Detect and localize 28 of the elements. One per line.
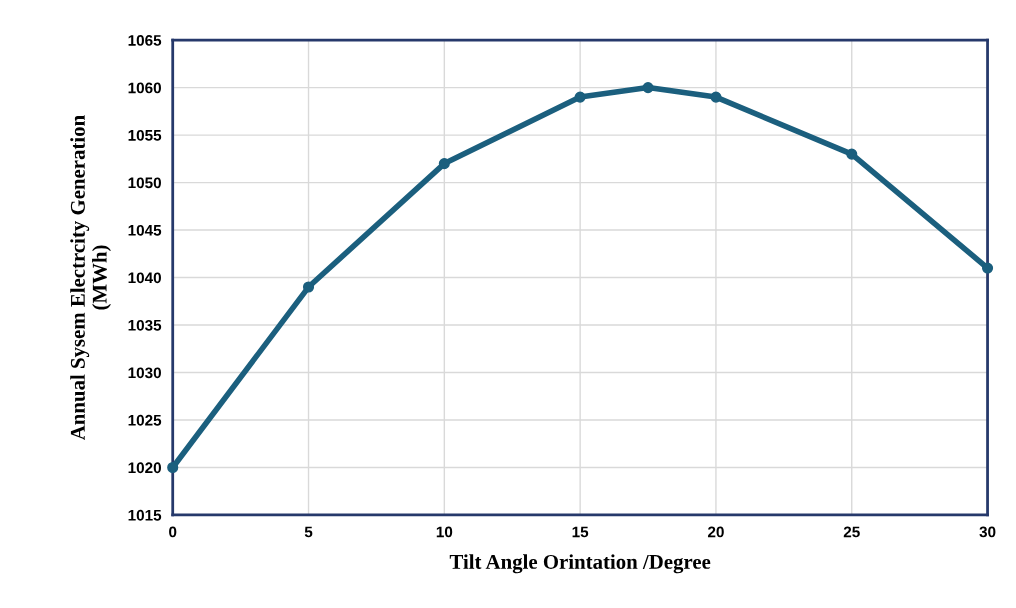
y-tick-label: 1025: [128, 414, 162, 426]
y-tick-label: 1030: [128, 367, 161, 379]
y-tick-label: 1015: [128, 509, 162, 521]
point: [846, 148, 858, 160]
y-tick-label: 1035: [128, 319, 162, 331]
x-tick-label: 5: [304, 526, 313, 538]
point: [574, 91, 586, 103]
x-axis-title: Tilt Angle Orintation /Degree: [449, 554, 711, 574]
point: [302, 281, 315, 293]
y-tick-label: 1055: [128, 129, 162, 141]
y-tick-label: 1020: [128, 462, 161, 474]
x-tick-label: 20: [707, 526, 724, 538]
y-axis-title: Annual Sysem Electrcity Generation (MWh): [70, 115, 111, 441]
x-tick-label: 15: [572, 526, 589, 538]
point: [438, 158, 450, 170]
y-tick-label: 1050: [128, 177, 161, 189]
point: [167, 461, 179, 474]
y-tick-label: 1065: [128, 35, 162, 46]
y-tick-label: 1045: [128, 224, 162, 236]
x-tick-label: 30: [979, 526, 996, 538]
x-tick-label: 10: [436, 526, 453, 538]
point: [710, 91, 722, 103]
y-tick-label: 1040: [128, 272, 161, 284]
point: [642, 82, 654, 94]
point: [981, 262, 994, 274]
x-tick-label: 25: [843, 526, 860, 538]
y-tick-label: 1060: [128, 82, 161, 94]
x-tick-label: 0: [169, 526, 177, 538]
